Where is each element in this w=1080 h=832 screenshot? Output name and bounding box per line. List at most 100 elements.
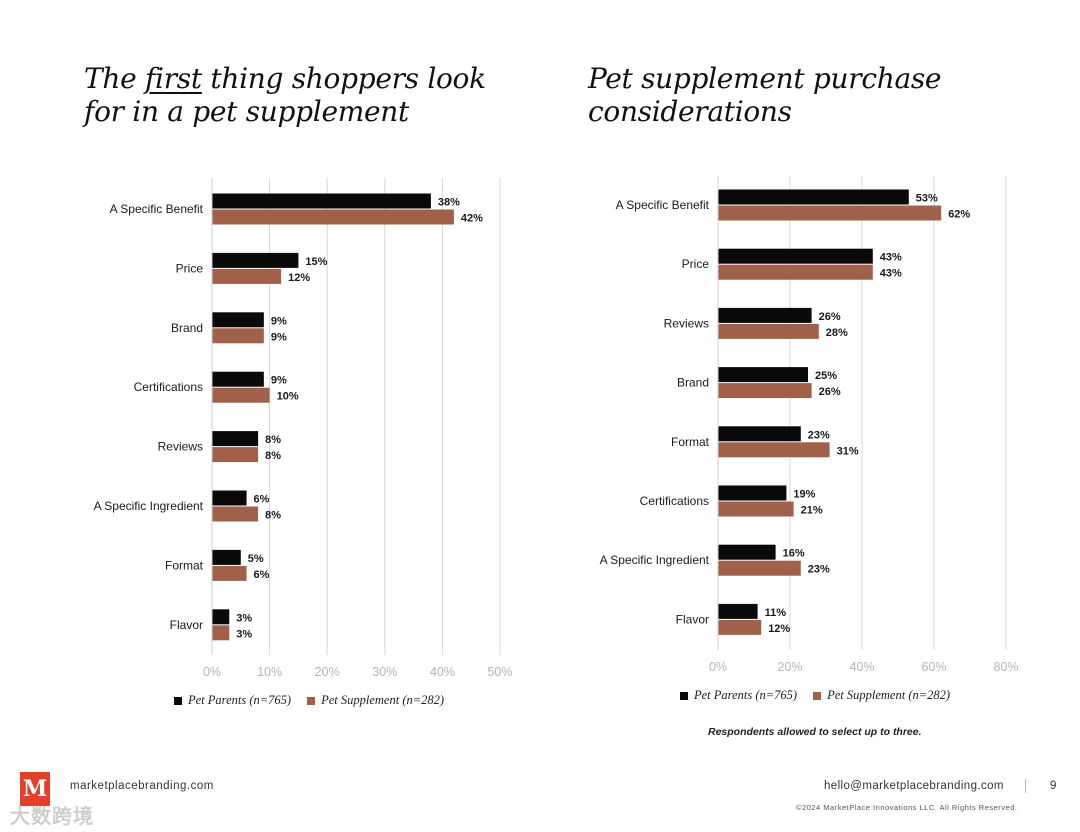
- bar-pet-parents: [212, 609, 230, 625]
- legend-swatch-supplement: [307, 696, 316, 705]
- data-label: 42%: [461, 213, 483, 225]
- data-label: 9%: [271, 315, 287, 327]
- category-label: Price: [176, 261, 204, 275]
- bar-pet-supplement: [718, 442, 830, 458]
- data-label: 8%: [265, 510, 281, 522]
- bar-pet-supplement: [212, 506, 259, 522]
- data-label: 26%: [819, 386, 841, 398]
- data-label: 16%: [783, 548, 805, 560]
- bar-pet-supplement: [212, 625, 230, 641]
- title-emphasis: first: [144, 62, 202, 95]
- data-label: 53%: [916, 193, 938, 205]
- website-link[interactable]: marketplacebranding.com: [70, 780, 214, 792]
- bar-pet-supplement: [718, 323, 819, 339]
- category-label: Brand: [171, 321, 203, 335]
- data-label: 6%: [254, 569, 270, 581]
- data-label: 28%: [826, 327, 848, 339]
- data-label: 43%: [880, 268, 902, 280]
- left-chart-title: The first thing shoppers look for in a p…: [84, 62, 486, 128]
- bar-pet-supplement: [212, 209, 454, 225]
- bar-pet-supplement: [718, 560, 801, 576]
- page-number: 9: [1050, 780, 1057, 792]
- x-tick-label: 10%: [257, 665, 282, 679]
- legend-swatch-parents: [174, 696, 182, 705]
- bar-pet-parents: [718, 485, 787, 501]
- data-label: 6%: [254, 494, 270, 506]
- bar-pet-parents: [718, 367, 808, 383]
- right-chart-title: Pet supplement purchase considerations: [588, 62, 942, 128]
- bar-pet-supplement: [718, 205, 942, 221]
- x-tick-label: 0%: [203, 665, 221, 679]
- category-label: Format: [165, 558, 204, 572]
- x-tick-label: 20%: [777, 660, 802, 674]
- bar-pet-parents: [212, 312, 264, 328]
- x-tick-label: 20%: [315, 665, 340, 679]
- legend-item-supplement: Pet Supplement (n=282): [307, 693, 444, 708]
- footnote: Respondents allowed to select up to thre…: [708, 726, 922, 738]
- bar-pet-supplement: [212, 565, 247, 581]
- data-label: 15%: [305, 256, 327, 268]
- data-label: 3%: [236, 612, 252, 624]
- category-label: Brand: [677, 376, 709, 390]
- footer-divider: [1025, 779, 1026, 793]
- bar-pet-parents: [212, 490, 247, 506]
- brand-logo: M: [20, 772, 50, 806]
- category-label: Flavor: [676, 612, 709, 626]
- x-tick-label: 30%: [372, 665, 397, 679]
- right-legend: Pet Parents (n=765) Pet Supplement (n=28…: [680, 688, 966, 703]
- email-link[interactable]: hello@marketplacebranding.com: [824, 780, 1004, 792]
- category-label: A Specific Benefit: [110, 202, 204, 216]
- bar-pet-parents: [718, 426, 801, 442]
- bar-pet-supplement: [718, 264, 873, 280]
- data-label: 5%: [248, 553, 264, 565]
- legend-item-parents: Pet Parents (n=765): [680, 688, 797, 703]
- copyright-notice: ©2024 MarketPlace Innovations LLC. All R…: [796, 803, 1018, 812]
- data-label: 25%: [815, 370, 837, 382]
- bar-pet-parents: [718, 248, 873, 264]
- category-label: Price: [682, 257, 710, 271]
- bar-pet-supplement: [212, 387, 270, 403]
- bar-pet-parents: [212, 431, 259, 447]
- data-label: 62%: [948, 209, 970, 221]
- bar-pet-parents: [718, 544, 776, 560]
- watermark: 大数跨境: [10, 806, 94, 828]
- left-legend: Pet Parents (n=765) Pet Supplement (n=28…: [174, 693, 460, 708]
- data-label: 9%: [271, 331, 287, 343]
- data-label: 10%: [277, 391, 299, 403]
- category-label: Reviews: [158, 440, 203, 454]
- bar-pet-parents: [718, 603, 758, 619]
- data-label: 12%: [288, 272, 310, 284]
- bar-pet-supplement: [212, 328, 264, 344]
- x-tick-label: 0%: [709, 660, 727, 674]
- category-label: Format: [671, 435, 710, 449]
- data-label: 26%: [819, 311, 841, 323]
- data-label: 43%: [880, 252, 902, 264]
- data-label: 38%: [438, 197, 460, 209]
- data-label: 12%: [768, 623, 790, 635]
- legend-swatch-parents: [680, 691, 688, 700]
- bar-pet-parents: [212, 252, 299, 268]
- category-label: A Specific Ingredient: [600, 553, 710, 567]
- x-tick-label: 40%: [849, 660, 874, 674]
- category-label: Reviews: [664, 316, 709, 330]
- x-tick-label: 60%: [921, 660, 946, 674]
- data-label: 23%: [808, 429, 830, 441]
- data-label: 21%: [801, 505, 823, 517]
- x-tick-label: 50%: [487, 665, 512, 679]
- category-label: A Specific Benefit: [616, 198, 710, 212]
- bar-pet-supplement: [718, 383, 812, 399]
- bar-pet-supplement: [718, 501, 794, 517]
- data-label: 11%: [765, 607, 787, 619]
- x-tick-label: 40%: [430, 665, 455, 679]
- bar-pet-parents: [718, 307, 812, 323]
- legend-item-supplement: Pet Supplement (n=282): [813, 688, 950, 703]
- bar-pet-parents: [212, 371, 264, 387]
- bar-pet-supplement: [212, 447, 259, 463]
- data-label: 8%: [265, 434, 281, 446]
- data-label: 19%: [793, 489, 815, 501]
- legend-swatch-supplement: [813, 691, 822, 700]
- category-label: Flavor: [170, 618, 203, 632]
- data-label: 31%: [837, 445, 859, 457]
- bar-pet-parents: [212, 193, 431, 209]
- bar-pet-parents: [212, 549, 241, 565]
